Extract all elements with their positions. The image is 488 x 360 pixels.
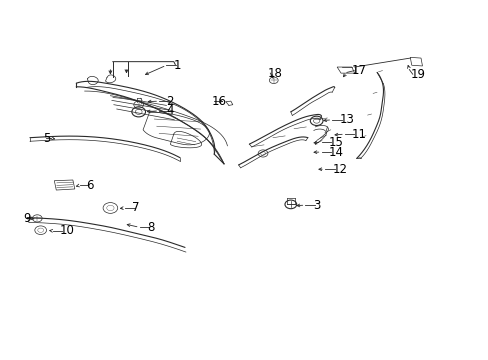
Text: 15: 15 (328, 136, 343, 149)
Text: 12: 12 (331, 163, 346, 176)
Text: 6: 6 (86, 179, 93, 192)
Text: 18: 18 (267, 67, 282, 80)
Text: 17: 17 (351, 64, 366, 77)
Text: 11: 11 (351, 127, 366, 141)
Text: 16: 16 (211, 95, 226, 108)
Text: 19: 19 (409, 68, 425, 81)
Text: 4: 4 (166, 104, 174, 117)
Text: 14: 14 (328, 145, 343, 158)
Text: 1: 1 (173, 59, 181, 72)
Text: 2: 2 (166, 95, 174, 108)
Text: 13: 13 (339, 113, 354, 126)
Text: 5: 5 (43, 131, 50, 145)
Text: 10: 10 (59, 224, 74, 238)
Text: 3: 3 (312, 199, 320, 212)
Text: 8: 8 (147, 221, 154, 234)
Text: 7: 7 (132, 202, 140, 215)
Text: 9: 9 (23, 212, 31, 225)
